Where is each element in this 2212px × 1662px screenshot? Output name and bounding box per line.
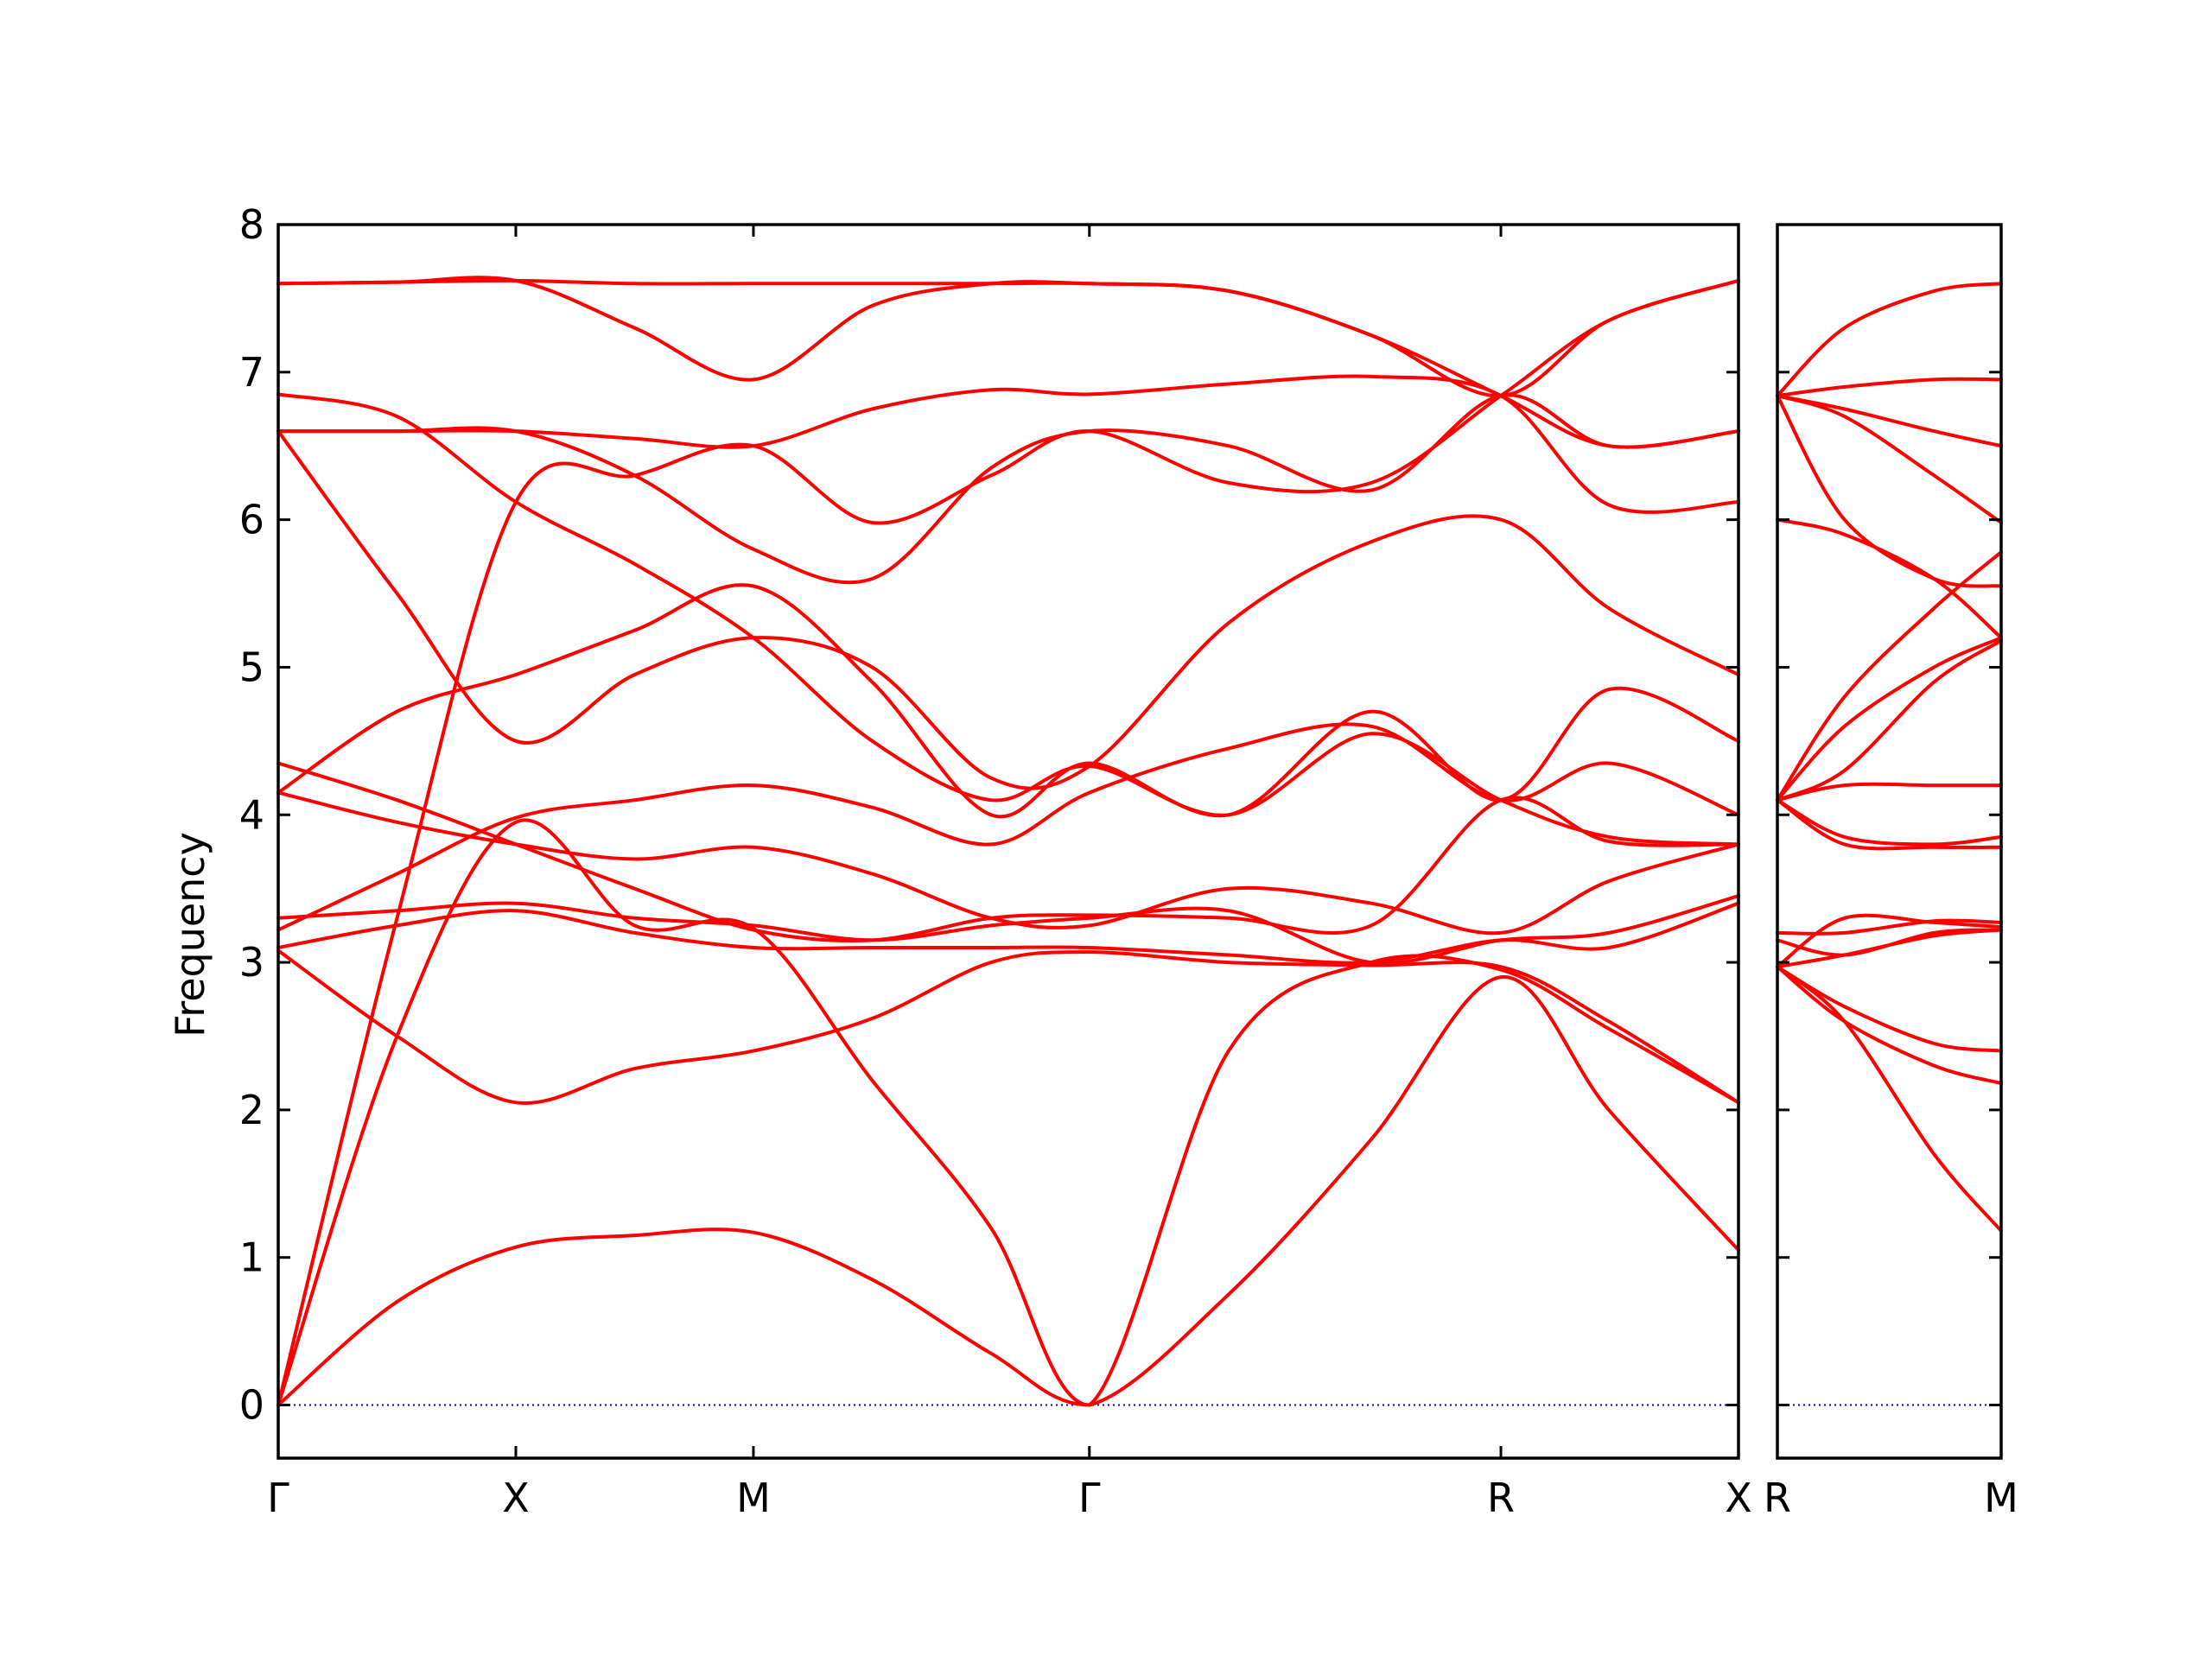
band-line-8 xyxy=(1776,636,2003,802)
band-line-9 xyxy=(1776,638,2003,802)
band-line-5 xyxy=(1776,394,2003,588)
panel-frame xyxy=(276,223,1740,1460)
y-tick-label: 1 xyxy=(239,1234,264,1281)
band-line-9 xyxy=(276,722,1740,932)
y-tick-label: 6 xyxy=(239,497,264,543)
y-tick-label: 3 xyxy=(239,939,264,986)
band-line-18 xyxy=(1776,965,2003,1086)
y-tick-label: 2 xyxy=(239,1087,264,1133)
band-line-6 xyxy=(276,894,1740,965)
band-line-2 xyxy=(1776,377,2003,398)
band-line-12 xyxy=(276,392,1740,847)
x-tick-label: M xyxy=(736,1475,771,1521)
panel-frame xyxy=(1776,223,2003,1460)
y-axis-label: Frequency xyxy=(167,832,213,1037)
band-line-10 xyxy=(1776,782,2003,802)
band-line-3 xyxy=(276,278,1740,1407)
y-tick-label: 8 xyxy=(239,201,264,248)
main-panel: 0 1 2 3 4 5 6 7 8 Γ X M Γ R X xyxy=(239,201,1752,1521)
x-tick-label: R xyxy=(1764,1475,1791,1521)
x-tick-label: R xyxy=(1487,1475,1515,1521)
band-line-1 xyxy=(276,975,1740,1407)
band-line-15 xyxy=(276,276,1740,449)
band-line-1 xyxy=(1776,282,2003,398)
band-line-13 xyxy=(1776,918,2003,936)
y-tick-label: 0 xyxy=(239,1382,264,1429)
band-line-7 xyxy=(1776,550,2003,802)
band-line-5 xyxy=(276,901,1740,965)
x-tick-label: M xyxy=(1984,1475,2018,1521)
band-line-17 xyxy=(1776,965,2003,1053)
band-line-16 xyxy=(276,278,1740,398)
y-tick-label: 4 xyxy=(239,791,264,838)
band-line-6 xyxy=(1776,517,2003,640)
band-line-19 xyxy=(1776,965,2003,1233)
band-line-4 xyxy=(1776,394,2003,524)
y-tick-label: 5 xyxy=(239,644,264,690)
x-tick-label: Γ xyxy=(1078,1475,1101,1521)
band-line-2 xyxy=(276,818,1740,1407)
band-line-11 xyxy=(1776,798,2003,847)
band-line-4 xyxy=(276,948,1740,1106)
x-tick-label: X xyxy=(1725,1475,1752,1521)
x-tick-label: X xyxy=(502,1475,530,1521)
band-line-16 xyxy=(1776,928,2003,969)
band-line-12 xyxy=(1776,798,2003,851)
y-tick-label: 7 xyxy=(239,349,264,396)
band-line-10 xyxy=(276,583,1740,819)
band-line-11 xyxy=(276,429,1740,790)
band-line-14 xyxy=(1776,913,2003,969)
x-tick-label: Γ xyxy=(267,1475,289,1521)
